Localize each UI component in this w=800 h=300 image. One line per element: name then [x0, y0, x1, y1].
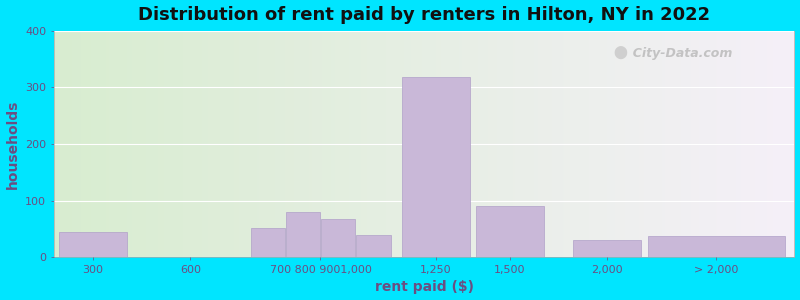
Title: Distribution of rent paid by renters in Hilton, NY in 2022: Distribution of rent paid by renters in …	[138, 6, 710, 24]
Bar	[649, 236, 785, 257]
Bar	[322, 219, 355, 257]
Bar	[59, 232, 127, 257]
Bar	[357, 235, 390, 257]
Y-axis label: households: households	[6, 99, 19, 189]
Text: ⬤: ⬤	[613, 45, 627, 58]
Bar	[574, 240, 642, 257]
Bar	[402, 77, 470, 257]
Text: City-Data.com: City-Data.com	[624, 46, 733, 59]
Bar	[251, 228, 286, 257]
X-axis label: rent paid ($): rent paid ($)	[374, 280, 474, 294]
Bar	[476, 206, 544, 257]
Bar	[286, 212, 320, 257]
